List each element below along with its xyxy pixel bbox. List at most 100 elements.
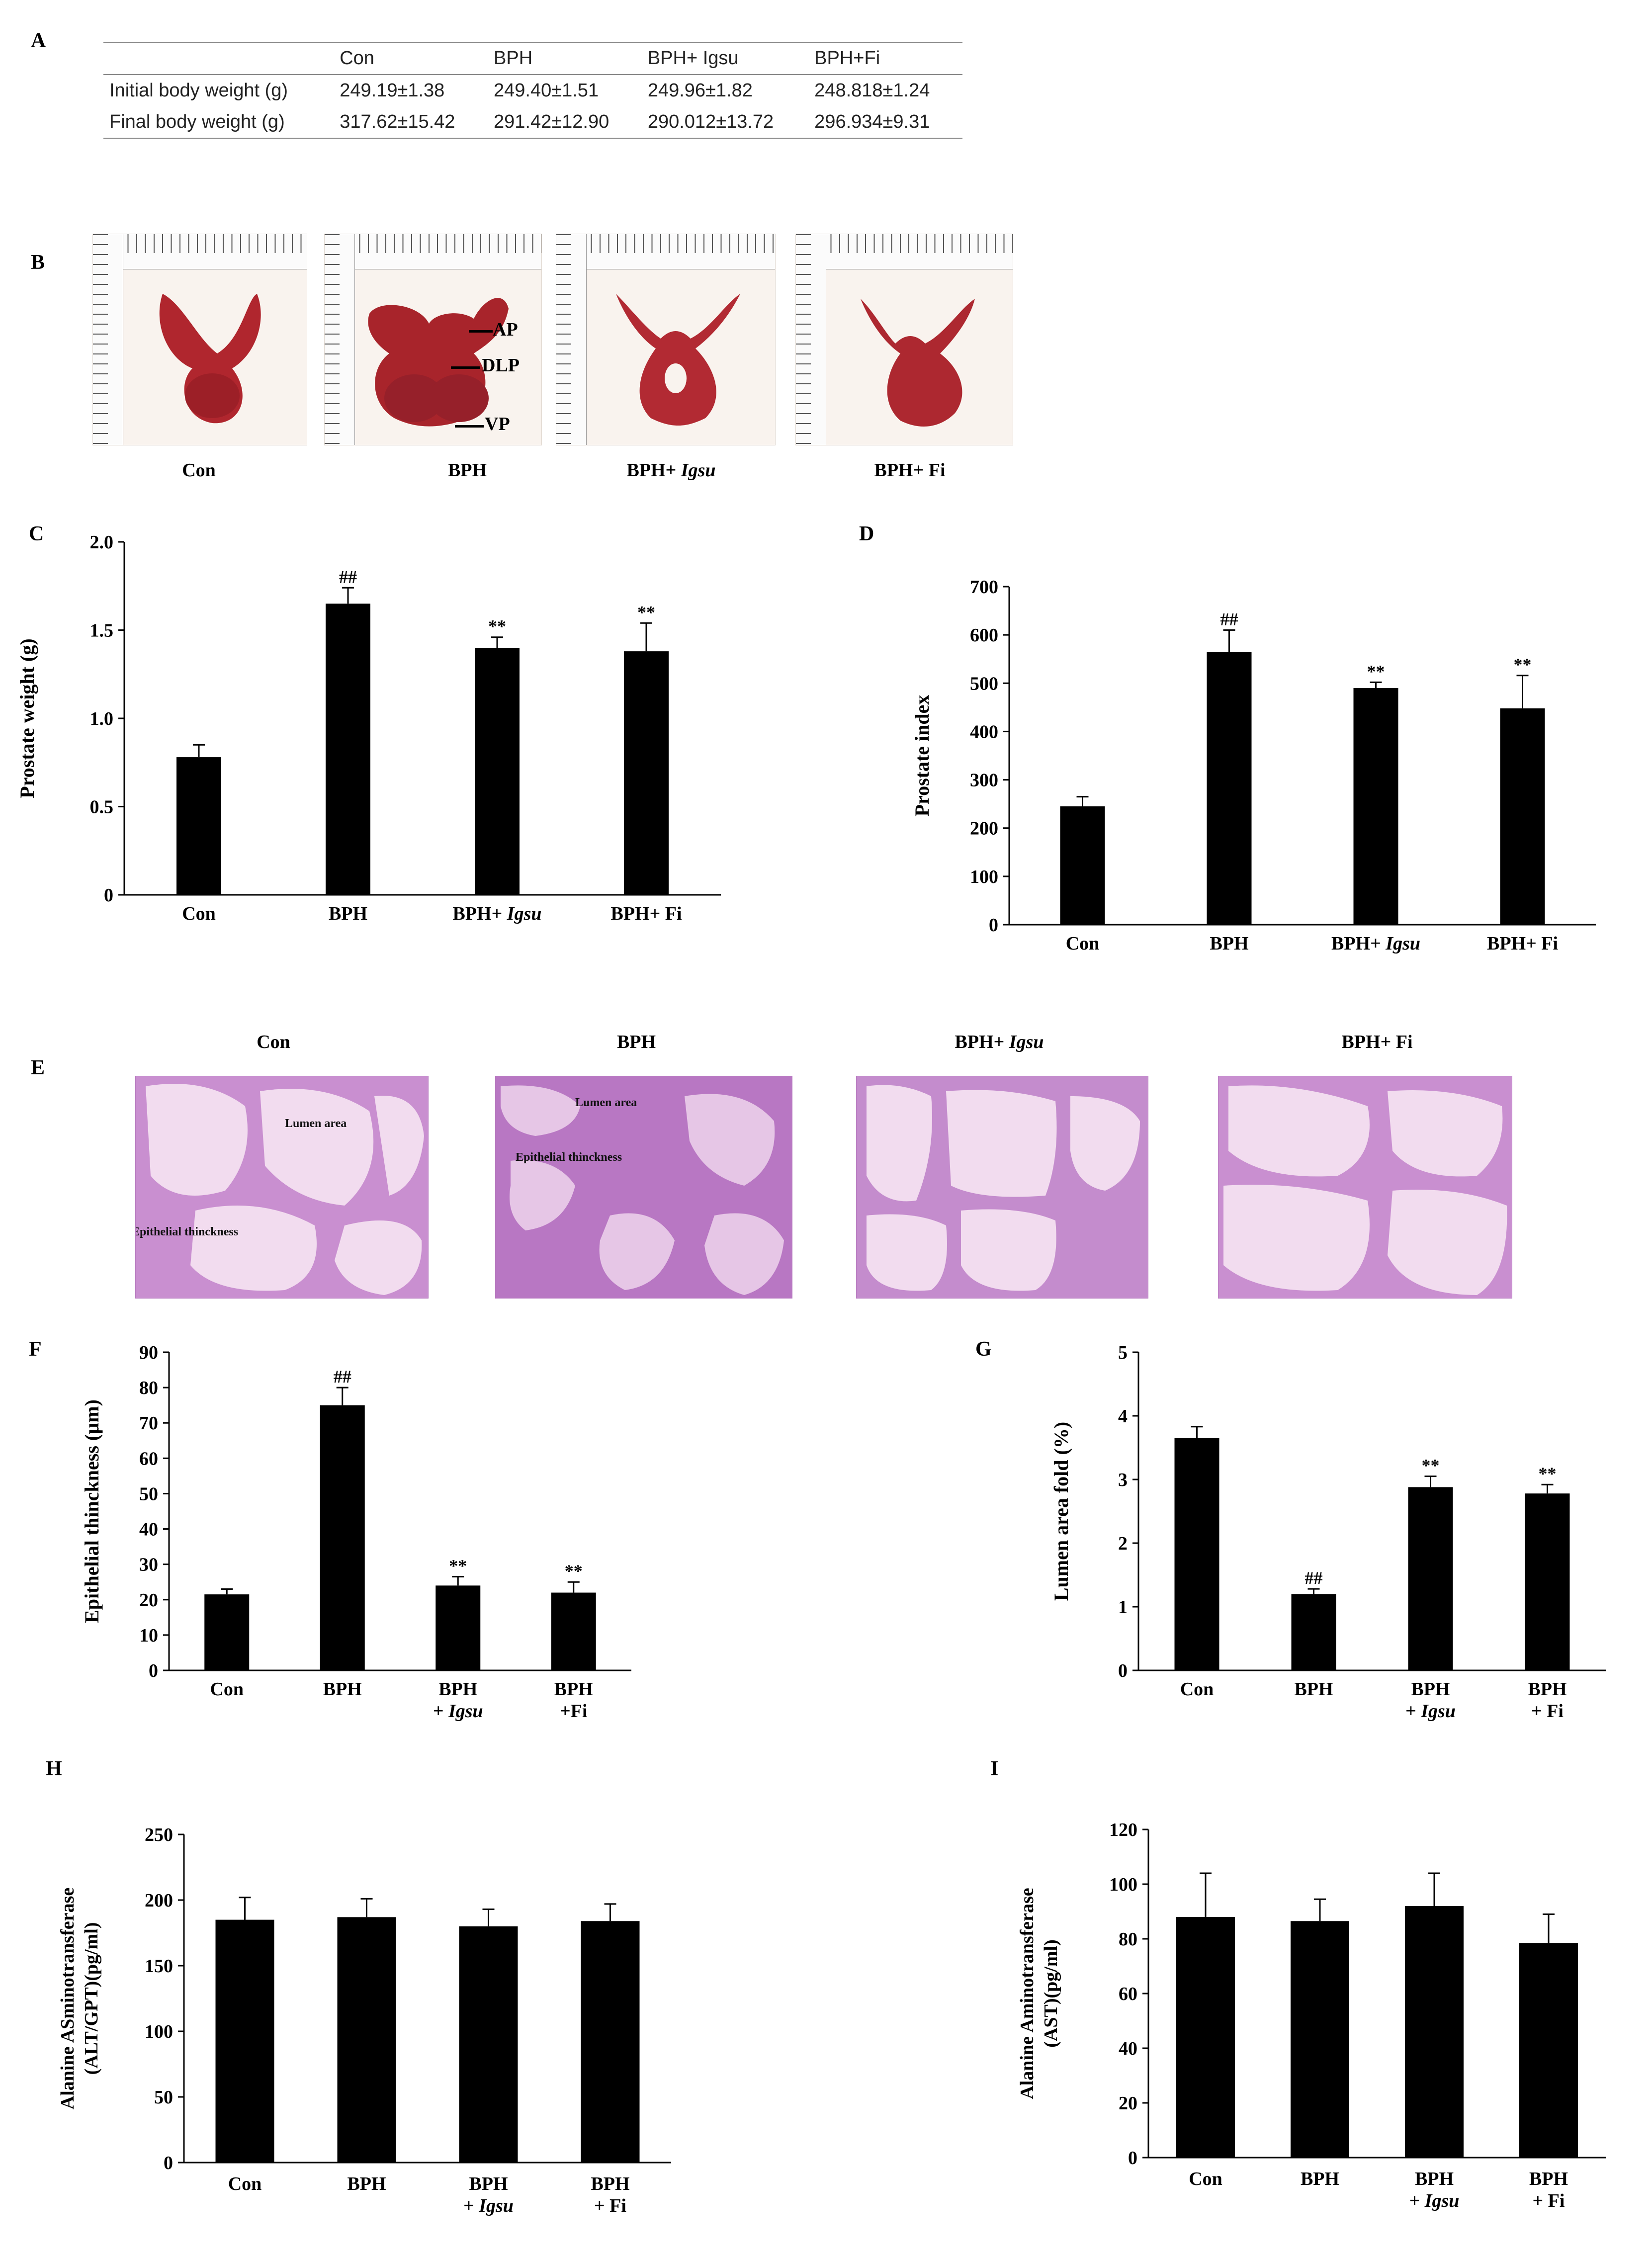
table-header-row: Con BPH BPH+ Igsu BPH+Fi <box>103 42 962 75</box>
y-tick-label: 80 <box>139 1378 158 1398</box>
prostate-photo-bph-igsu <box>556 234 776 445</box>
x-category-label-part: BPH <box>1210 933 1248 954</box>
y-tick-label: 40 <box>1119 2038 1137 2059</box>
table-header-cell: BPH+ Igsu <box>647 48 739 69</box>
epithelial-thickness-label: Epithelial thinckness <box>135 1225 239 1238</box>
x-category-label-part: BPH <box>1301 2169 1339 2189</box>
y-tick-label: 30 <box>139 1555 158 1575</box>
x-category-label-part: BPH+ <box>453 903 507 924</box>
significance-mark: ** <box>637 602 655 622</box>
dlp-pointer <box>451 366 480 369</box>
bar <box>1405 1906 1464 2158</box>
x-category-label-part: BPH <box>1411 1679 1450 1700</box>
histology-image-bph-fi <box>1218 1076 1512 1299</box>
significance-mark: ## <box>1220 609 1238 629</box>
panel-label-b: B <box>31 251 45 274</box>
y-tick-label: 200 <box>145 1890 173 1911</box>
x-category-label: Con <box>1189 2169 1222 2189</box>
prostate-organ-image <box>861 299 975 427</box>
bar <box>1060 806 1105 925</box>
bar <box>1291 1921 1349 2158</box>
y-tick-label: 50 <box>139 1483 158 1504</box>
x-category-label: + Fi <box>594 2195 626 2216</box>
vp-pointer <box>455 425 484 428</box>
x-category-label: Con <box>182 903 216 924</box>
lumen-area-label: Lumen area <box>285 1117 347 1130</box>
x-category-label: BPH <box>1528 1679 1566 1700</box>
bar <box>435 1585 481 1670</box>
x-category-label-part: + Fi <box>1531 1701 1564 1722</box>
y-tick-label: 1.0 <box>90 708 114 729</box>
photo-caption-bph-fi: BPH+ Fi <box>874 460 946 481</box>
ruler <box>93 234 123 445</box>
x-category-label-part: BPH <box>1415 2169 1454 2189</box>
x-category-label: BPH <box>323 1679 362 1700</box>
histology-title-bph-igsu: BPH+ Igsu <box>955 1032 1044 1052</box>
panel-label-h: H <box>46 1757 62 1780</box>
y-tick-label: 300 <box>970 770 998 791</box>
significance-mark: ** <box>449 1556 467 1576</box>
y-tick-label: 1 <box>1118 1597 1128 1618</box>
x-category-label-part: Con <box>1189 2169 1222 2189</box>
x-category-label: Con <box>1180 1679 1214 1700</box>
x-category-label-part: + Fi <box>1533 2190 1565 2211</box>
panel-label-g: G <box>975 1338 992 1361</box>
bar <box>475 648 520 895</box>
dlp-label: DLP <box>482 355 520 376</box>
bar <box>624 651 669 895</box>
x-category-label-part: BPH <box>554 1679 593 1700</box>
x-category-label-part: BPH+ Fi <box>1487 933 1558 954</box>
table-row: Final body weight (g) 317.62±15.42 291.4… <box>103 106 962 138</box>
prostate-photo-bph: AP DLP VP <box>324 234 542 445</box>
panel-label-i: I <box>990 1757 999 1780</box>
x-category-label-part: Igsu <box>448 1701 483 1722</box>
x-category-label-part: + <box>433 1701 448 1722</box>
significance-mark: ** <box>1514 655 1532 675</box>
bar <box>1519 1943 1578 2158</box>
table-cell: 317.62±15.42 <box>340 111 455 132</box>
ap-pointer <box>469 330 493 333</box>
y-tick-label: 90 <box>139 1342 158 1363</box>
x-category-label-part: BPH+ <box>1331 933 1386 954</box>
histology-title-con: Con <box>257 1032 290 1052</box>
bar <box>320 1405 365 1670</box>
prostate-photo-bph-fi <box>795 234 1013 445</box>
x-category-label: + Fi <box>1533 2190 1565 2211</box>
bar-chart-alt-gpt: 0 50 100 150 200 250 Alanine ASminotransferase… <box>57 1825 671 2216</box>
prostate-organ-image <box>159 294 261 424</box>
y-tick-label: 0 <box>164 2153 173 2173</box>
y-tick-label: 60 <box>139 1448 158 1469</box>
y-tick-label: 50 <box>154 2087 173 2108</box>
x-category-label-part: BPH <box>1529 2169 1568 2189</box>
table-row-label: Initial body weight (g) <box>109 80 288 101</box>
y-axis-label: Prostate index <box>911 695 933 817</box>
significance-mark: ** <box>488 616 506 636</box>
y-tick-label: 0 <box>989 915 998 936</box>
x-category-label-part: BPH <box>1528 1679 1566 1700</box>
bar-chart-epithelial-thickness: 0 10 20 30 40 50 60 70 80 90 Epithelial thinckness… <box>81 1342 631 1722</box>
x-category-label-part: + <box>463 2195 479 2216</box>
y-tick-label: 2.0 <box>90 532 114 553</box>
x-category-label: Con <box>228 2173 262 2194</box>
bar <box>326 604 370 895</box>
y-tick-label: 0 <box>1128 2148 1137 2169</box>
significance-mark: ** <box>1367 661 1385 681</box>
x-category-label-part: + Fi <box>594 2195 626 2216</box>
x-category-label: BPH+ Igsu <box>1331 933 1420 954</box>
significance-mark: ** <box>1422 1456 1440 1476</box>
x-category-label-part: Igsu <box>1420 1701 1456 1722</box>
ruler <box>325 234 541 269</box>
y-tick-label: 100 <box>145 2021 173 2042</box>
x-category-label: + Igsu <box>433 1701 483 1722</box>
photo-caption-bph: BPH <box>447 460 487 481</box>
panel-label-f: F <box>29 1338 42 1361</box>
x-category-label: BPH <box>347 2173 386 2194</box>
y-tick-label: 200 <box>970 818 998 839</box>
x-category-label-part: Igsu <box>1424 2190 1460 2211</box>
y-tick-label: 3 <box>1118 1470 1128 1490</box>
x-category-label: BPH <box>554 1679 593 1700</box>
y-tick-label: 20 <box>1119 2093 1137 2114</box>
vp-label: VP <box>485 414 510 434</box>
table-cell: 249.40±1.51 <box>494 80 599 101</box>
x-category-label-part: + <box>1409 2190 1425 2211</box>
